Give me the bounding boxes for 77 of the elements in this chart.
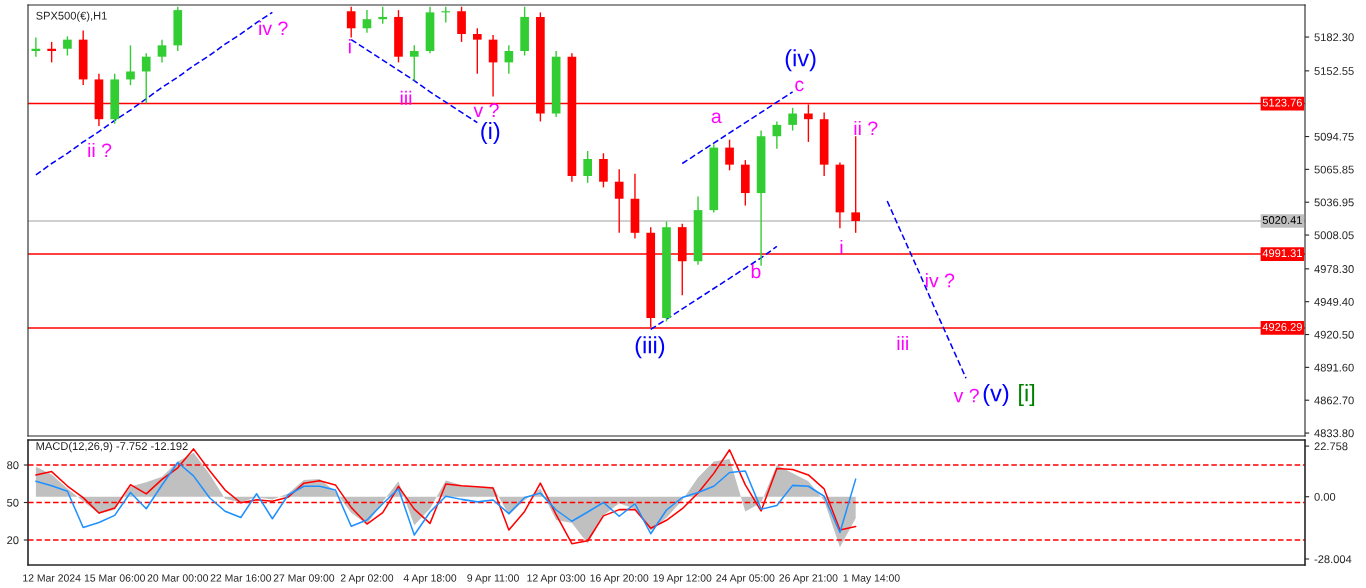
y-tick-label: 4920.50 <box>1314 330 1354 339</box>
candlestick <box>472 27 482 75</box>
x-tick-label: 4 Apr 18:00 <box>403 574 457 584</box>
annotation: c <box>795 80 804 92</box>
candlestick <box>126 44 135 86</box>
ref-line-label: 5020.41 <box>1262 216 1302 224</box>
line-series <box>649 245 778 331</box>
annotation: [i] <box>1019 384 1035 407</box>
chart-title: MACD(12,26,9) -7.752 -12.192 <box>36 441 188 453</box>
x-tick-label: 15 Mar 06:00 <box>84 574 145 582</box>
candlestick <box>457 6 466 43</box>
annotation: i <box>840 239 843 254</box>
line-series <box>35 11 274 176</box>
line-series <box>886 200 967 380</box>
y2-tick-label: 50 <box>7 498 19 507</box>
x-tick-label: 20 Mar 00:00 <box>147 574 209 582</box>
annotation: i <box>348 39 351 54</box>
candlestick <box>583 150 593 184</box>
y-tick-label: 4891.60 <box>1314 363 1354 372</box>
annotation: v ? <box>953 388 979 403</box>
annotation: b <box>751 264 761 279</box>
annotation: v ? <box>473 103 499 117</box>
candlestick <box>614 168 624 234</box>
candlestick <box>157 38 167 64</box>
annotation: iv ? <box>259 20 288 36</box>
annotation: (iv) <box>785 49 816 72</box>
text: SPX500(€),H1 <box>36 11 107 22</box>
ref-line-label: 4926.29 <box>1262 323 1302 331</box>
ref-line-label: 4991.31 <box>1262 249 1302 258</box>
x-tick-label: 24 Apr 05:00 <box>716 574 775 584</box>
y2-tick-label: 20 <box>7 536 19 545</box>
y-tick-label: 0.00 <box>1314 492 1336 501</box>
y-tick-label: 4862.70 <box>1314 396 1354 405</box>
candlestick <box>346 6 356 39</box>
x-tick-label: 12 Mar 2024 <box>23 574 81 582</box>
candlestick <box>788 107 797 132</box>
x-tick-label: 16 Apr 20:00 <box>590 574 649 584</box>
x-tick-label: 1 May 14:00 <box>843 574 900 584</box>
line-series <box>35 461 857 536</box>
y-tick-label: 5008.05 <box>1314 231 1354 240</box>
candlestick <box>63 35 72 57</box>
annotation: (i) <box>481 122 500 144</box>
y-tick-label: 5065.85 <box>1314 165 1354 174</box>
x-tick-label: 2 Apr 02:00 <box>340 574 394 584</box>
candlestick <box>47 41 56 64</box>
candlestick <box>409 44 419 82</box>
x-tick-label: 27 Mar 09:00 <box>273 574 335 582</box>
y-tick-label: 22.758 <box>1314 442 1348 451</box>
x-tick-label: 12 Apr 03:00 <box>527 574 586 584</box>
annotation: (iii) <box>635 336 665 359</box>
y-tick-label: 5152.55 <box>1314 67 1354 75</box>
annotation: a <box>711 112 722 124</box>
candlestick <box>141 52 151 104</box>
annotation: iv ? <box>925 273 955 288</box>
y-tick-label: 4978.30 <box>1314 265 1354 273</box>
y-tick-label: 5094.75 <box>1314 132 1354 141</box>
candlestick <box>851 135 861 234</box>
y2-tick-label: 80 <box>7 461 19 470</box>
annotation: iii <box>897 336 908 351</box>
candlestick <box>725 138 734 172</box>
candlestick <box>362 9 372 34</box>
y-tick-label: -28.004 <box>1314 555 1352 564</box>
y-tick-label: 5182.30 <box>1314 33 1354 42</box>
x-tick-label: 9 Apr 11:00 <box>467 574 519 584</box>
y-tick-label: 5036.95 <box>1314 198 1354 207</box>
annotation: ii ? <box>88 142 112 157</box>
x-tick-label: 19 Apr 12:00 <box>653 574 712 584</box>
candlestick <box>599 152 608 189</box>
y-tick-label: 4949.40 <box>1314 297 1354 306</box>
x-tick-label: 26 Apr 21:00 <box>779 574 838 584</box>
y-tick-label: 4833.80 <box>1314 429 1354 438</box>
line-series <box>681 91 794 165</box>
annotation: (v) <box>983 384 1009 407</box>
annotation: ii ? <box>854 120 878 136</box>
annotation: iii <box>400 90 412 105</box>
ref-line-label: 5123.76 <box>1262 98 1302 107</box>
x-tick-label: 22 Mar 16:00 <box>210 574 272 582</box>
